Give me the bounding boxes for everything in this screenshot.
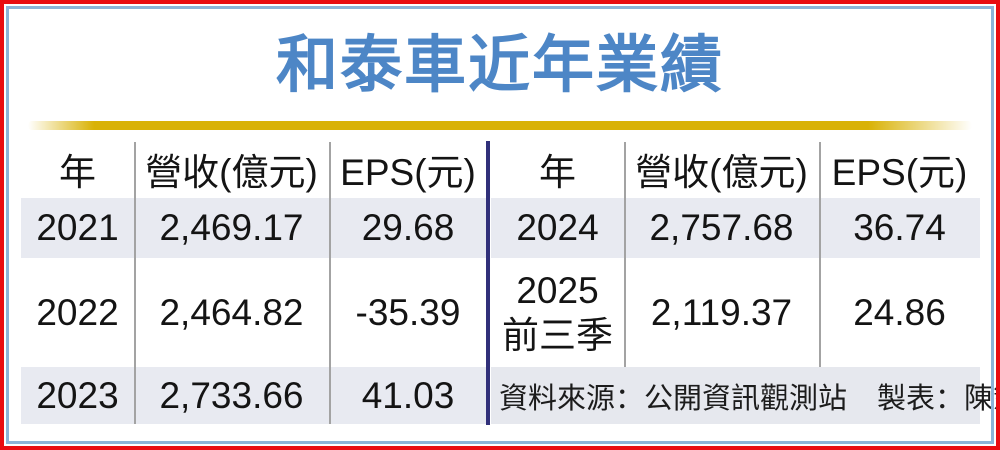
center-table-divider: [486, 141, 490, 425]
page-title: 和泰車近年業績: [275, 31, 724, 100]
credit-text: 製表：陳慜蔚: [877, 382, 1000, 415]
cell-year-2021: 2021: [21, 198, 134, 258]
column-header-revenue: 營收(億元): [145, 152, 318, 193]
gold-divider-bar: [28, 121, 972, 130]
cell-year-2022: 2022: [36, 291, 119, 333]
cell-eps-2023: 41.03: [329, 367, 487, 424]
cell-eps-2024: 36.74: [819, 198, 980, 258]
left-table-column-divider-2: [329, 142, 331, 424]
footer-note: 資料來源：公開資訊觀測站 製表：陳慜蔚: [491, 367, 1000, 424]
cell-year-2023: 2023: [21, 367, 134, 424]
column-header-eps: EPS(元): [340, 152, 476, 193]
column-header-year: 年: [59, 152, 96, 193]
cell-revenue-2023: 2,733.66: [134, 367, 329, 424]
data-source-text: 資料來源：公開資訊觀測站: [499, 382, 848, 415]
cell-revenue-2021: 2,469.17: [134, 198, 329, 258]
cell-year-2025q3-text: 2025 前三季: [502, 268, 613, 358]
right-table-column-divider-2: [819, 142, 821, 367]
results-table-left: 年 營收(億元) EPS(元) 2021 2,469.17 29.68 2022…: [21, 140, 487, 424]
column-header-eps: EPS(元): [831, 152, 968, 193]
cell-year-2025q3: 2025 前三季: [491, 258, 624, 367]
cell-year-2024: 2024: [491, 198, 624, 258]
cell-revenue-2022: 2,464.82: [159, 291, 304, 333]
cell-eps-2022: -35.39: [355, 291, 461, 333]
right-table-column-divider-1: [624, 142, 626, 367]
cell-revenue-2025q3: 2,119.37: [650, 291, 793, 333]
year-2025-line1: 2025: [516, 269, 599, 311]
cell-revenue-2024: 2,757.68: [624, 198, 819, 258]
results-table-right: 年 營收(億元) EPS(元) 2024 2,757.68 36.74 2025…: [491, 140, 1000, 424]
left-table-column-divider-1: [134, 142, 136, 424]
column-header-revenue: 營收(億元): [635, 152, 808, 193]
cell-eps-2021: 29.68: [329, 198, 487, 258]
cell-eps-2025q3: 24.86: [853, 291, 946, 333]
year-2025-line2: 前三季: [502, 314, 613, 356]
column-header-year: 年: [539, 152, 576, 193]
